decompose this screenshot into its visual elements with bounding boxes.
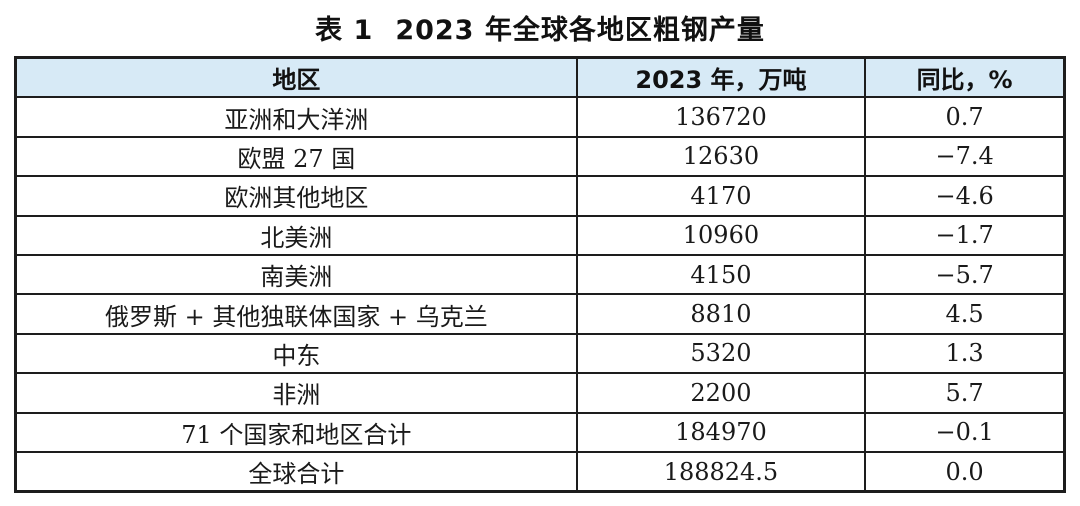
yoy-cell: 5.7 bbox=[864, 372, 1066, 414]
table-row: 南美洲 4150 −5.7 bbox=[14, 253, 1066, 296]
production-cell: 2200 bbox=[575, 372, 867, 414]
header-row: 地区 2023 年，万吨 同比，% bbox=[14, 56, 1066, 99]
region-cell: 中东 bbox=[14, 332, 578, 375]
yoy-cell: 0.0 bbox=[864, 450, 1066, 493]
region-cell: 俄罗斯 + 其他独联体国家 + 乌克兰 bbox=[14, 293, 578, 335]
yoy-cell: 0.7 bbox=[864, 96, 1066, 138]
table-row: 欧洲其他地区 4170 −4.6 bbox=[14, 175, 1066, 217]
table-caption-label: 表 1 bbox=[315, 14, 374, 46]
production-cell: 188824.5 bbox=[575, 450, 867, 493]
table-header: 地区 2023 年，万吨 同比，% bbox=[14, 56, 1066, 99]
table-row: 俄罗斯 + 其他独联体国家 + 乌克兰 8810 4.5 bbox=[14, 293, 1066, 335]
production-cell: 5320 bbox=[575, 332, 867, 375]
production-cell: 12630 bbox=[575, 135, 867, 178]
region-cell: 欧洲其他地区 bbox=[14, 175, 578, 217]
column-header-yoy: 同比，% bbox=[864, 56, 1066, 99]
production-cell: 10960 bbox=[575, 214, 867, 256]
region-cell: 非洲 bbox=[14, 372, 578, 414]
table-row: 中东 5320 1.3 bbox=[14, 332, 1066, 375]
yoy-cell: 1.3 bbox=[864, 332, 1066, 375]
yoy-cell: −7.4 bbox=[864, 135, 1066, 178]
table-caption: 表 1 2023 年全球各地区粗钢产量 bbox=[0, 0, 1080, 54]
production-cell: 8810 bbox=[575, 293, 867, 335]
table-row: 非洲 2200 5.7 bbox=[14, 372, 1066, 414]
table-row: 北美洲 10960 −1.7 bbox=[14, 214, 1066, 256]
production-cell: 184970 bbox=[575, 411, 867, 453]
region-cell: 欧盟 27 国 bbox=[14, 135, 578, 178]
production-cell: 4150 bbox=[575, 253, 867, 296]
yoy-cell: −5.7 bbox=[864, 253, 1066, 296]
yoy-cell: −1.7 bbox=[864, 214, 1066, 256]
table-row: 亚洲和大洋洲 136720 0.7 bbox=[14, 96, 1066, 138]
table-body: 亚洲和大洋洲 136720 0.7 欧盟 27 国 12630 −7.4 欧洲其… bbox=[14, 96, 1066, 493]
column-header-production: 2023 年，万吨 bbox=[575, 56, 867, 99]
region-cell: 北美洲 bbox=[14, 214, 578, 256]
production-cell: 4170 bbox=[575, 175, 867, 217]
yoy-cell: −0.1 bbox=[864, 411, 1066, 453]
production-cell: 136720 bbox=[575, 96, 867, 138]
table-row: 全球合计 188824.5 0.0 bbox=[14, 450, 1066, 493]
table-row: 欧盟 27 国 12630 −7.4 bbox=[14, 135, 1066, 178]
crude-steel-production-table: 地区 2023 年，万吨 同比，% 亚洲和大洋洲 136720 0.7 欧盟 2… bbox=[14, 56, 1066, 494]
column-header-region: 地区 bbox=[14, 56, 578, 99]
region-cell: 南美洲 bbox=[14, 253, 578, 296]
yoy-cell: −4.6 bbox=[864, 175, 1066, 217]
table-row: 71 个国家和地区合计 184970 −0.1 bbox=[14, 411, 1066, 453]
table-caption-text: 2023 年全球各地区粗钢产量 bbox=[395, 14, 765, 46]
region-cell: 亚洲和大洋洲 bbox=[14, 96, 578, 138]
yoy-cell: 4.5 bbox=[864, 293, 1066, 335]
region-cell: 71 个国家和地区合计 bbox=[14, 411, 578, 453]
region-cell: 全球合计 bbox=[14, 450, 578, 493]
